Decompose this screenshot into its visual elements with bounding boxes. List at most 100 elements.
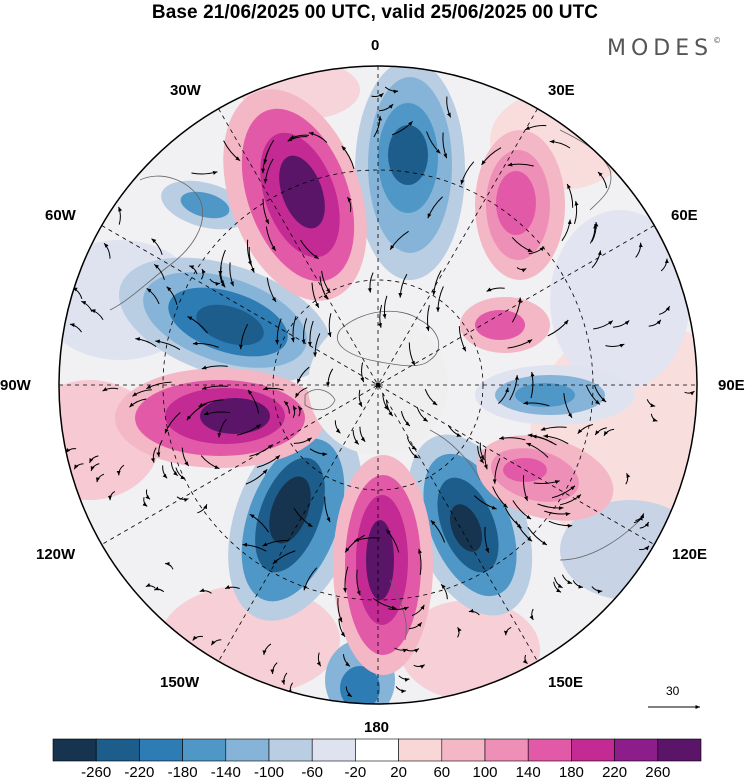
wind-vector-arrow: [639, 521, 650, 529]
colorbar-tick-label: -60: [301, 764, 324, 781]
wind-vector-arrow: [477, 445, 485, 464]
wind-vector-arrow: [660, 258, 669, 272]
wind-vector-arrow: [197, 504, 208, 514]
wind-vector-arrow: [430, 520, 446, 543]
wind-vector-arrow: [549, 139, 571, 149]
wind-vector-arrow: [457, 626, 462, 638]
wind-vector-arrow: [303, 567, 318, 591]
wind-vector-arrow: [229, 262, 234, 287]
wind-vector-arrow: [359, 426, 366, 443]
wind-vector-arrow: [446, 96, 452, 118]
wind-vector-arrow: [283, 400, 290, 414]
wind-vector-arrow: [597, 171, 608, 189]
wind-vector-arrow: [507, 339, 533, 349]
wind-vector-arrow: [603, 428, 615, 437]
wind-vector-arrow: [635, 242, 643, 258]
wind-vector-arrow: [591, 250, 602, 269]
wind-vector-arrow: [537, 503, 564, 511]
wind-vector-arrow: [594, 427, 607, 436]
wind-vector-arrow: [242, 542, 267, 552]
map-boundary: [58, 65, 698, 705]
wind-vector-arrow: [218, 249, 226, 276]
wind-vector-arrow: [176, 496, 189, 502]
wind-vector-arrow: [201, 385, 228, 390]
wind-vector-arrow: [201, 365, 228, 370]
wind-vector-arrow: [344, 534, 365, 553]
wind-vector-arrow: [639, 545, 650, 551]
wind-vector-arrow: [129, 398, 147, 408]
wind-vector-arrow: [509, 375, 519, 401]
colorbar-swatch: [268, 738, 313, 762]
wind-vector-arrow: [262, 386, 284, 391]
wind-vector-arrow: [312, 333, 321, 357]
wind-vector-arrow: [311, 282, 320, 309]
wind-vector-arrow: [246, 239, 252, 266]
wind-vector-arrow: [511, 237, 533, 253]
wind-vector-arrow: [553, 581, 562, 593]
wind-vector-arrow: [507, 162, 534, 167]
colorbar-swatch: [355, 738, 399, 762]
wind-vector-arrow: [533, 480, 560, 485]
wind-vector-arrow: [395, 686, 406, 694]
wind-vector-arrow: [245, 469, 268, 485]
lon-label-30w: 30W: [170, 82, 201, 99]
wind-vector-arrow: [325, 368, 334, 387]
wind-vector-arrow: [81, 300, 93, 313]
wind-vector-arrow: [321, 270, 331, 294]
wind-vector-arrow: [593, 385, 607, 403]
wind-vector-arrow: [132, 389, 152, 397]
wind-vector-arrow: [426, 131, 441, 154]
wind-vector-arrow: [102, 387, 119, 392]
wind-vector-arrow: [543, 434, 569, 445]
wind-vector-arrow: [591, 586, 603, 594]
wind-vector-arrow: [192, 635, 203, 641]
wind-vector-arrow: [309, 448, 328, 457]
wind-vector-arrow: [342, 654, 351, 667]
wind-vector-arrow: [479, 442, 485, 461]
wind-vector-arrow: [447, 425, 462, 437]
wind-vector-arrow: [406, 648, 420, 653]
wind-vector-arrow: [187, 316, 208, 334]
wind-vector-arrow: [577, 424, 594, 435]
wind-vector-arrow: [347, 196, 352, 212]
wind-vector-arrow: [165, 561, 174, 570]
wind-vector-arrow: [486, 287, 505, 292]
wind-vector-arrow: [382, 392, 389, 411]
colorbar-tick-label: 140: [515, 764, 541, 781]
wind-vector-arrow: [561, 574, 573, 585]
wind-vector-arrow: [492, 486, 508, 509]
wind-vector-arrow: [367, 272, 374, 293]
wind-vector-arrow: [224, 585, 240, 590]
wind-vector-arrow: [275, 318, 282, 345]
wind-vector-arrow: [408, 446, 419, 459]
wind-vector-arrow: [262, 198, 270, 225]
wind-vector-arrow: [118, 206, 123, 225]
wind-vector-arrow: [389, 230, 409, 250]
wind-vector-arrow: [385, 529, 400, 553]
wind-vector-arrow: [294, 387, 308, 398]
wind-vector-arrow: [408, 622, 423, 630]
wind-vector-arrow: [166, 286, 178, 305]
wind-vector-arrow: [458, 326, 467, 352]
north-pole-marker: [375, 382, 381, 388]
wind-vector-arrow: [210, 639, 222, 646]
wind-vector-arrow: [526, 442, 549, 458]
wind-vector-arrow: [391, 120, 413, 136]
wind-vector-arrow: [371, 92, 384, 98]
colorbar-tick-label: -260: [81, 764, 112, 781]
wind-vector-arrow: [293, 508, 313, 528]
wind-vector-arrow: [103, 242, 111, 259]
colorbar-tick-label: -100: [253, 764, 285, 781]
wind-vector-arrow: [524, 124, 547, 131]
wind-vector-arrow: [256, 455, 281, 468]
wind-vector-arrow: [427, 196, 443, 219]
wind-vector-arrow: [192, 341, 219, 348]
wind-vector-arrow: [189, 265, 198, 275]
wind-vector-arrow: [388, 606, 409, 611]
wind-vector-arrow: [186, 403, 207, 421]
wind-vector-arrow: [281, 672, 288, 685]
lon-label-120w: 120W: [36, 546, 76, 563]
colorbar-tick-label: -20: [344, 764, 367, 781]
map-title: Base 21/06/2025 00 UTC, valid 25/06/2025…: [151, 2, 599, 23]
wind-vector-arrow: [625, 472, 631, 485]
